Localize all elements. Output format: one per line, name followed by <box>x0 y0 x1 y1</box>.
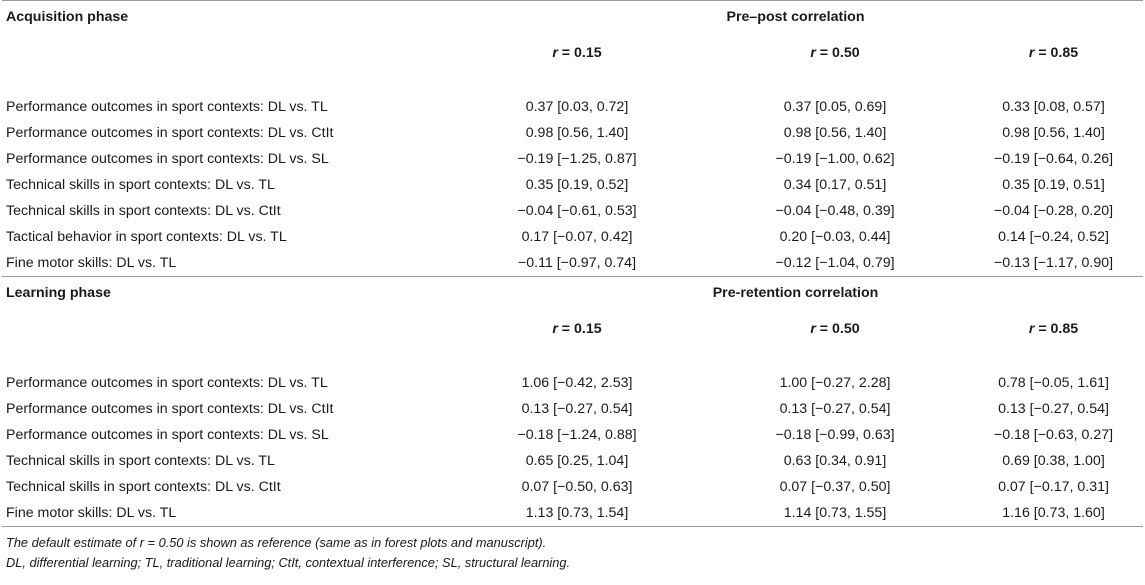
r-values-row: r = 0.15 r = 0.50 r = 0.85 <box>2 33 1143 73</box>
table-row: Technical skills in sport contexts: DL v… <box>2 172 1143 198</box>
row-label: Technical skills in sport contexts: DL v… <box>6 177 275 193</box>
effect-size-cell: 0.07 [−0.17, 0.31] <box>998 479 1109 495</box>
row-label: Fine motor skills: DL vs. TL <box>6 505 177 521</box>
effect-size-cell: 0.20 [−0.03, 0.44] <box>779 229 891 245</box>
table-row: Fine motor skills: DL vs. TL 1.13 [0.73, … <box>2 500 1143 527</box>
effect-size-cell: −0.11 [−0.97, 0.74] <box>517 255 637 271</box>
effect-size-cell: 0.13 [−0.27, 0.54] <box>521 401 633 417</box>
row-label: Performance outcomes in sport contexts: … <box>6 99 328 115</box>
effect-size-cell: 0.14 [−0.24, 0.52] <box>998 229 1109 245</box>
table-footnotes: The default estimate of r = 0.50 is show… <box>6 533 1145 573</box>
effect-size-cell: 0.35 [0.19, 0.52] <box>525 177 629 193</box>
effect-size-cell: 0.35 [0.19, 0.51] <box>1002 177 1105 193</box>
row-label: Fine motor skills: DL vs. TL <box>6 255 177 271</box>
r-label: r = 0.50 <box>810 321 860 337</box>
effect-size-cell: 1.13 [0.73, 1.54] <box>525 505 629 521</box>
footnote-reference: The default estimate of r = 0.50 is show… <box>6 535 547 550</box>
row-label: Tactical behavior in sport contexts: DL … <box>6 229 287 245</box>
effect-size-cell: −0.04 [−0.61, 0.53] <box>517 203 637 219</box>
table-body: Acquisition phase Pre–post correlation r =… <box>2 0 1144 531</box>
spacer-row <box>2 73 1143 94</box>
r-label: r = 0.15 <box>552 321 602 337</box>
table-row: Performance outcomes in sport contexts: … <box>2 370 1143 396</box>
effect-size-cell: 1.00 [−0.27, 2.28] <box>779 375 891 391</box>
effect-size-cell: −0.12 [−1.04, 0.79] <box>775 255 895 271</box>
table-row: Fine motor skills: DL vs. TL −0.11 [−0.97… <box>2 250 1143 277</box>
effect-size-cell: 0.13 [−0.27, 0.54] <box>998 401 1109 417</box>
row-label: Technical skills in sport contexts: DL v… <box>6 453 275 469</box>
effect-size-cell: 0.65 [0.25, 1.04] <box>525 453 629 469</box>
effect-size-cell: −0.19 [−1.25, 0.87] <box>517 151 637 167</box>
table-bottom-rule <box>2 526 1144 531</box>
empty-cell <box>2 309 448 349</box>
row-label: Performance outcomes in sport contexts: … <box>6 427 329 443</box>
table-row: Performance outcomes in sport contexts: … <box>2 120 1143 146</box>
r-values-row: r = 0.15 r = 0.50 r = 0.85 <box>2 309 1143 349</box>
empty-cell <box>2 33 448 73</box>
table-row: Performance outcomes in sport contexts: … <box>2 94 1143 120</box>
table-row: Performance outcomes in sport contexts: … <box>2 146 1143 172</box>
sensitivity-table: Acquisition phase Pre–post correlation r =… <box>2 0 1144 531</box>
section-header-row: Acquisition phase Pre–post correlation <box>2 0 1144 33</box>
phase-label: Acquisition phase <box>2 0 448 33</box>
table-row: Tactical behavior in sport contexts: DL … <box>2 224 1143 250</box>
correlation-label: Pre–post correlation <box>448 0 1144 33</box>
effect-size-cell: 0.98 [0.56, 1.40] <box>783 125 887 141</box>
r-label: r = 0.15 <box>552 45 602 61</box>
table-row: Performance outcomes in sport contexts: … <box>2 422 1143 448</box>
effect-size-cell: 0.98 [0.56, 1.40] <box>525 125 629 141</box>
row-label: Technical skills in sport contexts: DL v… <box>6 203 281 219</box>
effect-size-cell: 1.06 [−0.42, 2.53] <box>521 375 633 391</box>
effect-size-cell: 1.14 [0.73, 1.55] <box>783 505 887 521</box>
effect-size-cell: 1.16 [0.73, 1.60] <box>1002 505 1105 521</box>
effect-size-cell: 0.98 [0.56, 1.40] <box>1002 125 1105 141</box>
effect-size-cell: −0.18 [−0.99, 0.63] <box>775 427 895 443</box>
row-label: Performance outcomes in sport contexts: … <box>6 401 334 417</box>
effect-size-cell: 0.69 [0.38, 1.00] <box>1002 453 1105 469</box>
effect-size-cell: 0.34 [0.17, 0.51] <box>783 177 887 193</box>
effect-size-cell: 0.37 [0.05, 0.69] <box>783 99 887 115</box>
effect-size-cell: −0.13 [−1.17, 0.90] <box>993 255 1114 271</box>
row-label: Performance outcomes in sport contexts: … <box>6 375 328 391</box>
table-row: Technical skills in sport contexts: DL v… <box>2 448 1143 474</box>
table-row: Technical skills in sport contexts: DL v… <box>2 474 1143 500</box>
effect-size-cell: 0.13 [−0.27, 0.54] <box>779 401 891 417</box>
rule-cell <box>2 526 1144 531</box>
effect-size-cell: 0.78 [−0.05, 1.61] <box>998 375 1109 391</box>
section-header-row: Learning phase Pre-retention correlation <box>2 276 1144 309</box>
row-label: Technical skills in sport contexts: DL v… <box>6 479 281 495</box>
spacer-cell <box>2 349 1143 370</box>
effect-size-cell: 0.63 [0.34, 0.91] <box>783 453 887 469</box>
effect-size-cell: 0.07 [−0.37, 0.50] <box>779 479 891 495</box>
r-label: r = 0.85 <box>1028 45 1079 61</box>
effect-size-cell: 0.07 [−0.50, 0.63] <box>521 479 633 495</box>
r-label: r = 0.50 <box>810 45 860 61</box>
effect-size-cell: 0.37 [0.03, 0.72] <box>525 99 629 115</box>
table-row: Technical skills in sport contexts: DL v… <box>2 198 1143 224</box>
row-label: Performance outcomes in sport contexts: … <box>6 151 329 167</box>
spacer-row <box>2 349 1143 370</box>
phase-label: Learning phase <box>2 276 448 309</box>
row-label: Performance outcomes in sport contexts: … <box>6 125 334 141</box>
effect-size-cell: −0.19 [−1.00, 0.62] <box>775 151 895 167</box>
correlation-label: Pre-retention correlation <box>448 276 1144 309</box>
table-row: Performance outcomes in sport contexts: … <box>2 396 1143 422</box>
footnote-abbreviations: DL, differential learning; TL, tradition… <box>6 555 571 570</box>
effect-size-cell: 0.33 [0.08, 0.57] <box>1002 99 1105 115</box>
effect-size-cell: −0.04 [−0.48, 0.39] <box>775 203 895 219</box>
r-label: r = 0.85 <box>1028 321 1079 337</box>
effect-size-cell: −0.18 [−0.63, 0.27] <box>993 427 1114 443</box>
effect-size-cell: −0.18 [−1.24, 0.88] <box>517 427 637 443</box>
effect-size-cell: −0.04 [−0.28, 0.20] <box>993 203 1114 219</box>
effect-size-cell: 0.17 [−0.07, 0.42] <box>521 229 633 245</box>
effect-size-cell: −0.19 [−0.64, 0.26] <box>993 151 1114 167</box>
spacer-cell <box>2 73 1143 94</box>
